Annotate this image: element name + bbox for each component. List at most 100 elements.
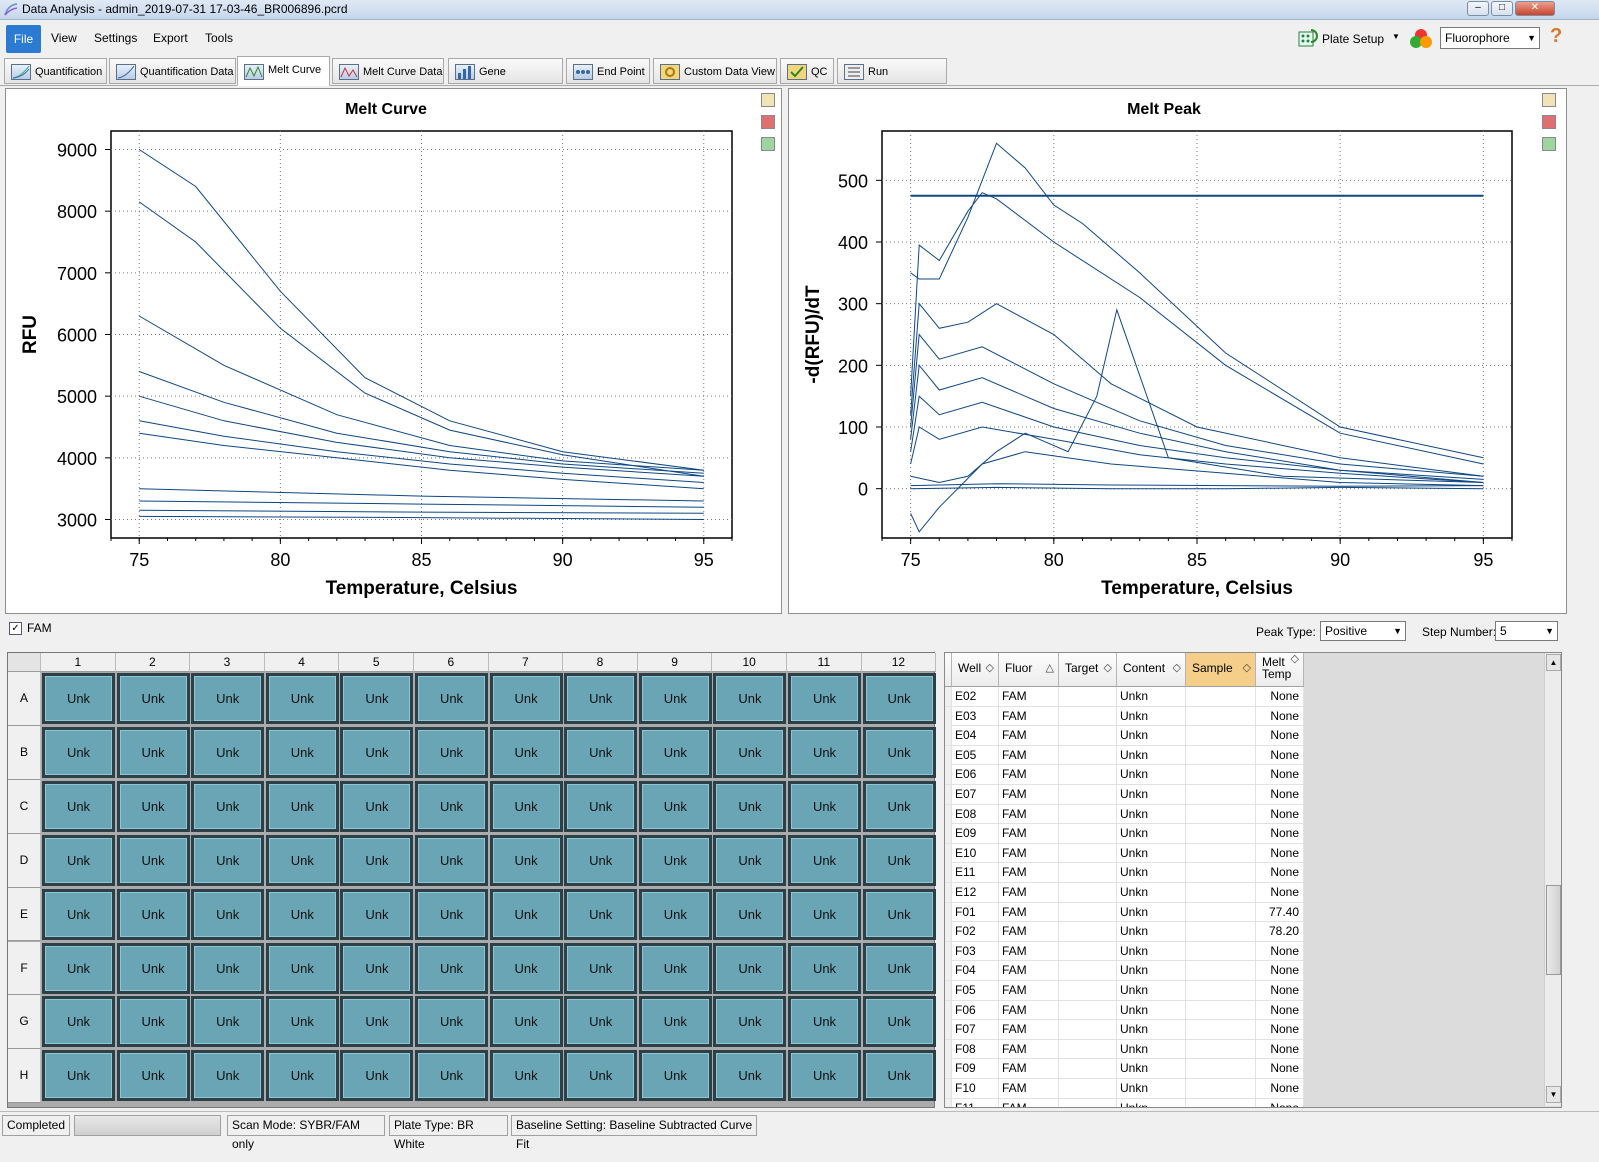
cell-melt-temp[interactable]: None — [1256, 883, 1304, 902]
cell-target[interactable] — [1059, 961, 1117, 981]
cell-fluor[interactable]: FAM — [999, 687, 1059, 706]
cell-fluor[interactable]: FAM — [999, 1059, 1059, 1079]
well-F9[interactable]: Unk — [638, 942, 712, 994]
cell-sample[interactable] — [1186, 902, 1256, 922]
well-B2[interactable]: Unk — [116, 726, 190, 778]
cell-well[interactable]: E12 — [952, 883, 999, 902]
cell-sample[interactable] — [1186, 1059, 1256, 1079]
row-selector[interactable] — [945, 1098, 952, 1107]
cell-content[interactable]: Unkn — [1117, 883, 1186, 902]
cell-melt-temp[interactable]: 78.20 — [1256, 922, 1304, 942]
series-line-4[interactable] — [910, 364, 1484, 480]
cell-fluor[interactable]: FAM — [999, 824, 1059, 844]
cell-content[interactable]: Unkn — [1117, 1000, 1186, 1020]
row-selector[interactable] — [945, 804, 952, 824]
plate-column-header[interactable]: 10 — [712, 653, 787, 672]
cell-melt-temp[interactable]: None — [1256, 961, 1304, 981]
well-G10[interactable]: Unk — [713, 996, 787, 1048]
table-row[interactable]: E09 FAM Unkn None — [945, 824, 1304, 844]
well-D5[interactable]: Unk — [340, 834, 414, 886]
well-C11[interactable]: Unk — [788, 780, 861, 832]
row-selector[interactable] — [945, 883, 952, 902]
plate-column-header[interactable]: 2 — [115, 653, 191, 672]
tab-quantification[interactable]: Quantification — [4, 58, 107, 84]
series-line-9[interactable] — [139, 509, 704, 514]
cell-well[interactable]: F04 — [952, 961, 999, 981]
sort-icon[interactable]: ◇ — [985, 662, 994, 674]
well-D2[interactable]: Unk — [116, 834, 190, 886]
cell-target[interactable] — [1059, 843, 1117, 863]
well-C6[interactable]: Unk — [415, 780, 488, 832]
well-F11[interactable]: Unk — [788, 942, 861, 994]
cell-fluor[interactable]: FAM — [999, 1079, 1059, 1098]
cell-fluor[interactable]: FAM — [999, 961, 1059, 981]
well-H2[interactable]: Unk — [116, 1050, 190, 1102]
well-D7[interactable]: Unk — [489, 834, 563, 886]
well-F12[interactable]: Unk — [862, 942, 936, 994]
well-C7[interactable]: Unk — [489, 780, 563, 832]
well-B3[interactable]: Unk — [191, 726, 265, 778]
cell-sample[interactable] — [1186, 843, 1256, 863]
table-row[interactable]: E10 FAM Unkn None — [945, 843, 1304, 864]
peak-type-select[interactable]: Positive ▼ — [1320, 621, 1406, 641]
well-G5[interactable]: Unk — [340, 996, 414, 1048]
row-selector[interactable] — [945, 843, 952, 863]
plate-column-header[interactable]: 6 — [414, 653, 489, 672]
tab-end-point[interactable]: End Point — [566, 58, 650, 84]
table-row[interactable]: E11 FAM Unkn None — [945, 863, 1304, 883]
cell-target[interactable] — [1059, 902, 1117, 922]
series-line-1[interactable] — [910, 192, 1484, 465]
cell-target[interactable] — [1059, 706, 1117, 726]
cell-content[interactable]: Unkn — [1117, 1098, 1186, 1107]
column-header-well[interactable]: Well ◇ — [952, 653, 999, 687]
well-A2[interactable]: Unk — [116, 673, 190, 724]
series-line-0[interactable] — [910, 142, 1484, 459]
column-header-target[interactable]: Target ◇ — [1059, 653, 1117, 687]
cell-sample[interactable] — [1186, 765, 1256, 785]
table-row[interactable]: F07 FAM Unkn None — [945, 1020, 1304, 1040]
well-D11[interactable]: Unk — [788, 834, 861, 886]
cell-melt-temp[interactable]: None — [1256, 726, 1304, 746]
menu-tools[interactable]: Tools — [205, 31, 234, 45]
series-line-2[interactable] — [910, 302, 1484, 477]
well-H7[interactable]: Unk — [489, 1050, 563, 1102]
cell-well[interactable]: E03 — [952, 706, 999, 726]
cell-content[interactable]: Unkn — [1117, 843, 1186, 863]
tab-quantification-data[interactable]: Quantification Data — [109, 58, 236, 84]
cell-melt-temp[interactable]: None — [1256, 1059, 1304, 1079]
fam-checkbox[interactable]: ✓ — [9, 622, 22, 635]
table-row[interactable]: F03 FAM Unkn None — [945, 941, 1304, 962]
step-number-select[interactable]: 5 ▼ — [1495, 621, 1558, 641]
series-line-4[interactable] — [139, 395, 704, 477]
well-H11[interactable]: Unk — [788, 1050, 861, 1102]
cell-target[interactable] — [1059, 1059, 1117, 1079]
column-header-melt-temp[interactable]: Melt Temp ◇ — [1256, 653, 1304, 687]
row-selector[interactable] — [945, 961, 952, 981]
chart-options-icon[interactable] — [1542, 115, 1556, 129]
well-H9[interactable]: Unk — [638, 1050, 712, 1102]
cell-fluor[interactable]: FAM — [999, 1098, 1059, 1107]
sort-icon[interactable]: ◇ — [1172, 662, 1181, 674]
cell-sample[interactable] — [1186, 1098, 1256, 1107]
cell-melt-temp[interactable]: None — [1256, 745, 1304, 765]
cell-content[interactable]: Unkn — [1117, 863, 1186, 883]
cell-target[interactable] — [1059, 1039, 1117, 1059]
cell-sample[interactable] — [1186, 941, 1256, 961]
refresh-icon[interactable] — [1542, 137, 1556, 151]
plate-row-header[interactable]: F — [8, 941, 41, 996]
cell-sample[interactable] — [1186, 961, 1256, 981]
table-scrollbar[interactable]: ▲ ▼ — [1544, 653, 1561, 1106]
well-A7[interactable]: Unk — [489, 673, 563, 724]
well-D6[interactable]: Unk — [415, 834, 488, 886]
series-line-5[interactable] — [910, 395, 1484, 483]
well-G12[interactable]: Unk — [862, 996, 936, 1048]
well-E10[interactable]: Unk — [713, 888, 787, 940]
scroll-down-icon[interactable]: ▼ — [1546, 1086, 1561, 1103]
column-header-content[interactable]: Content ◇ — [1117, 653, 1186, 687]
cell-target[interactable] — [1059, 1098, 1117, 1107]
plate-corner[interactable] — [8, 653, 41, 672]
cell-well[interactable]: F10 — [952, 1079, 999, 1098]
plate-column-header[interactable]: 9 — [637, 653, 713, 672]
well-B5[interactable]: Unk — [340, 726, 414, 778]
row-selector[interactable] — [945, 745, 952, 765]
